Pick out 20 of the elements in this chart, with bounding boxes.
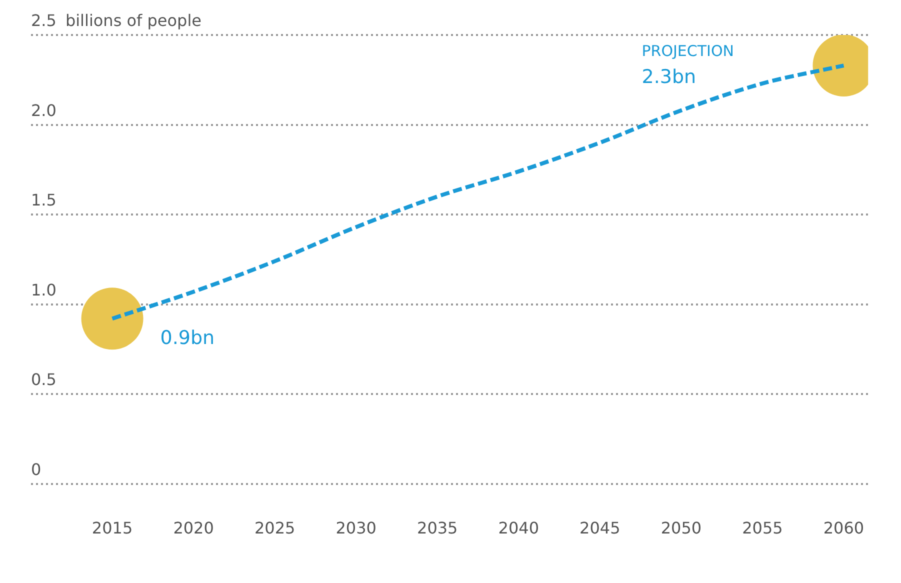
- y-tick-label: 2.5: [31, 11, 56, 30]
- y-tick-label: 0: [31, 460, 42, 479]
- annotation: PROJECTION: [642, 42, 734, 60]
- x-tick-label: 2035: [417, 518, 458, 538]
- annotation: 0.9bn: [160, 327, 215, 350]
- x-tick-label: 2015: [92, 518, 133, 538]
- x-tick-label: 2055: [742, 518, 783, 538]
- y-tick-label: 2.0: [31, 100, 56, 120]
- x-tick-label: 2040: [498, 518, 539, 538]
- y-tick-label: 0.5: [31, 370, 56, 390]
- y-tick-label: 1.0: [31, 280, 56, 300]
- x-tick-label: 2020: [173, 518, 214, 538]
- y-tick-label: 1.5: [31, 190, 56, 210]
- x-tick-label: 2060: [823, 518, 864, 538]
- y-axis-title: billions of people: [65, 11, 202, 30]
- x-tick-label: 2050: [660, 518, 702, 538]
- x-tick-label: 2030: [336, 518, 376, 538]
- x-tick-label: 2045: [580, 518, 620, 538]
- x-tick-label: 2025: [254, 518, 296, 538]
- annotation: 2.3bn: [642, 66, 696, 88]
